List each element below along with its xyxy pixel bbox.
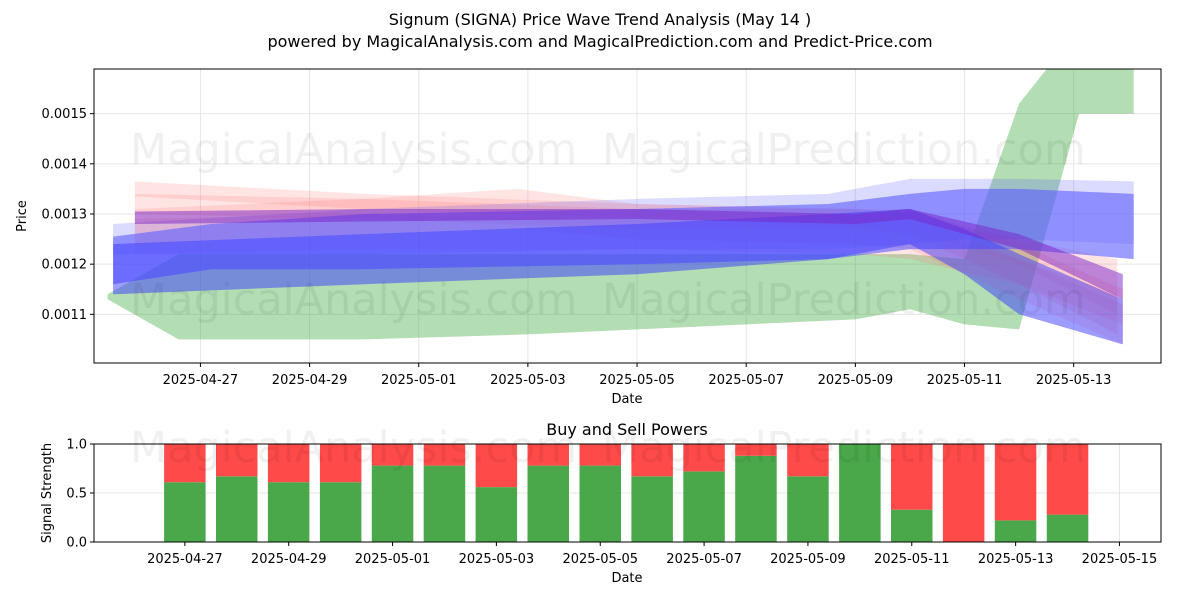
buy-bar [319,482,362,542]
price-wave-band [113,209,1123,345]
sell-bar [891,444,933,510]
price-y-axis: 0.0011 0.0012 0.0013 0.0014 0.0015 [42,107,94,323]
buy-bar [787,476,829,542]
price-x-tick-label: 2025-05-11 [927,373,1003,388]
signal-bars [164,444,1089,542]
sell-bar [735,444,777,456]
price-x-tick-label: 2025-04-29 [272,373,348,388]
signal-x-tick-label: 2025-05-07 [666,552,742,567]
watermark-group-bottom: MagicalAnalysis.com MagicalPrediction.co… [130,423,1086,473]
signal-x-tick-label: 2025-04-27 [147,552,223,567]
buy-bar [839,444,881,542]
price-x-tick-label: 2025-05-09 [818,373,894,388]
buy-bar [891,509,933,542]
signal-x-axis-label: Date [611,571,642,586]
price-y-tick-label: 0.0013 [42,207,88,222]
buy-bar [735,455,777,542]
watermark-group-top: MagicalAnalysis.com MagicalPrediction.co… [130,125,1086,325]
sell-bar [527,444,569,466]
signal-y-tick-label: 0.0 [66,536,87,551]
price-x-tick-label: 2025-04-27 [163,373,239,388]
signal-x-axis: 2025-04-27 2025-04-29 2025-05-01 2025-05-03… [147,542,1157,567]
price-x-tick-label: 2025-05-03 [490,373,566,388]
buy-bar [423,465,466,542]
price-y-tick-label: 0.0015 [42,107,88,122]
price-y-tick-label: 0.0014 [42,157,88,172]
signal-x-tick-label: 2025-05-09 [770,552,846,567]
price-y-axis-label: Price [15,200,30,232]
watermark-left-upper: MagicalAnalysis.com [130,125,577,175]
sell-bar [787,444,829,477]
sell-bar [994,444,1037,521]
sell-bar [631,444,673,477]
watermark-left-lower: MagicalAnalysis.com [130,275,577,325]
watermark-right-upper: MagicalPrediction.com [602,125,1086,175]
sell-bar [319,444,362,483]
price-x-tick-label: 2025-05-05 [599,373,675,388]
watermark-right-bars: MagicalPrediction.com [602,423,1086,473]
sell-bar [1046,444,1089,515]
signal-x-tick-label: 2025-05-05 [562,552,638,567]
sell-bar [267,444,310,483]
signal-x-tick-label: 2025-05-01 [355,552,431,567]
buy-bar [267,482,310,542]
signal-x-tick-label: 2025-05-15 [1082,552,1158,567]
buy-bar [371,465,414,542]
signal-y-axis: 0.0 0.5 1.0 [66,438,94,551]
chart-title: Signum (SIGNA) Price Wave Trend Analysis… [388,10,812,29]
signal-y-tick-label: 0.5 [66,487,87,502]
sell-bar [423,444,466,466]
signal-x-tick-label: 2025-05-11 [874,552,950,567]
price-y-tick-label: 0.0011 [42,308,88,323]
buy-bar [579,465,621,542]
sell-bar [371,444,414,466]
price-x-tick-label: 2025-05-07 [708,373,784,388]
signal-x-tick-label: 2025-05-03 [459,552,535,567]
sell-bar [579,444,621,466]
buy-bar [216,476,258,542]
price-wave-band [134,209,1123,300]
watermark-left-bars: MagicalAnalysis.com [130,423,577,473]
price-x-tick-label: 2025-05-01 [381,373,457,388]
price-x-axis-label: Date [611,392,642,407]
buy-bar [631,476,673,542]
buy-bar [475,487,518,542]
sell-bar [942,444,985,542]
sell-bar [683,444,725,472]
buy-bar [683,471,725,542]
price-y-tick-label: 0.0012 [42,258,88,273]
price-wave-bands [107,69,1134,345]
price-plot-frame [93,68,1162,364]
signal-x-tick-label: 2025-04-29 [251,552,327,567]
sell-bar [216,444,258,477]
signal-y-axis-label: Signal Strength [40,443,55,543]
chart-subtitle: powered by MagicalAnalysis.com and Magic… [267,32,933,51]
bar-chart-title: Buy and Sell Powers [546,420,708,439]
price-x-axis: 2025-04-27 2025-04-29 2025-05-01 2025-05-03… [163,363,1112,388]
buy-bar [994,520,1037,542]
price-x-tick-label: 2025-05-13 [1036,373,1112,388]
buy-bar [1046,514,1089,542]
signal-x-tick-label: 2025-05-13 [978,552,1054,567]
buy-bar [164,482,206,542]
sell-bar [164,444,206,483]
sell-bar [475,444,518,488]
signal-y-tick-label: 1.0 [66,438,87,453]
buy-bar [527,465,569,542]
watermark-right-lower: MagicalPrediction.com [602,275,1086,325]
